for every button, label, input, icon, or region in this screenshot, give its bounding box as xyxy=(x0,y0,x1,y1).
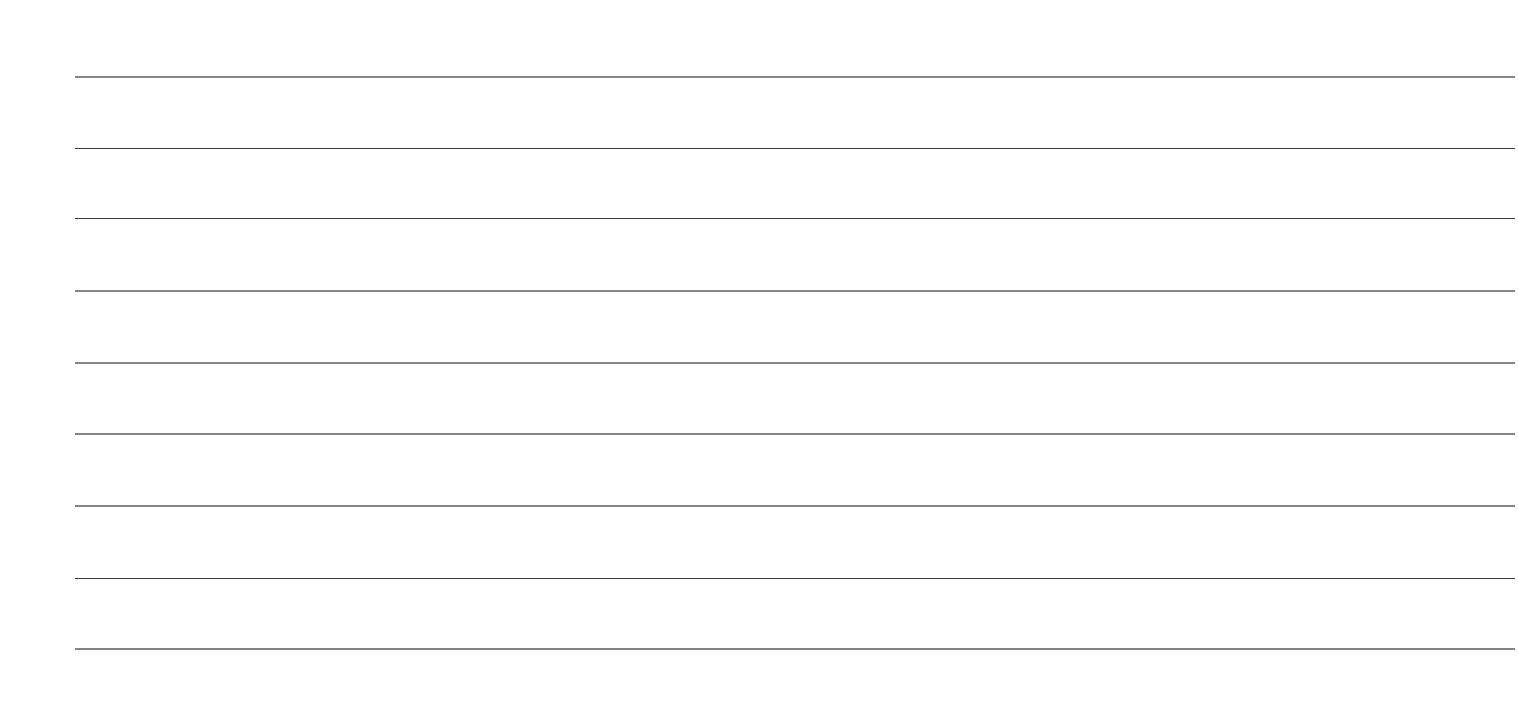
page: (() => { const data = JSON.parse(documen… xyxy=(75,76,1515,650)
ruled-sheet xyxy=(75,76,1515,650)
